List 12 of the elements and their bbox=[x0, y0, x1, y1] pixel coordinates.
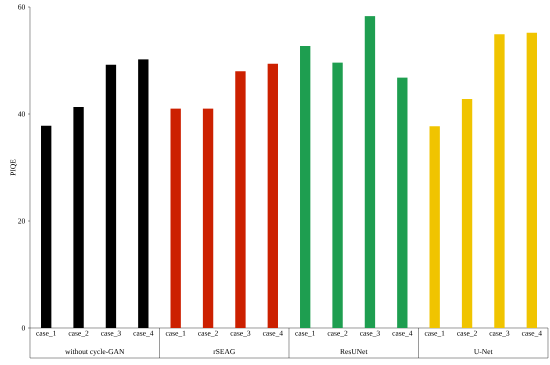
bar bbox=[430, 126, 440, 328]
bar bbox=[235, 71, 246, 328]
bar bbox=[202, 108, 214, 328]
bar bbox=[526, 32, 537, 328]
bar bbox=[364, 16, 376, 328]
bar bbox=[332, 62, 343, 328]
bar bbox=[170, 108, 181, 328]
bar bbox=[462, 99, 472, 328]
bar bbox=[268, 64, 278, 328]
bar bbox=[397, 78, 408, 328]
bar bbox=[300, 46, 310, 328]
bar bbox=[494, 34, 505, 328]
